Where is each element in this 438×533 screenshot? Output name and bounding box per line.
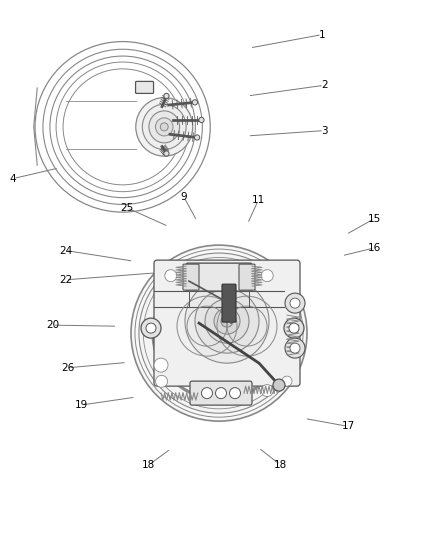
FancyBboxPatch shape	[183, 264, 199, 290]
Circle shape	[284, 318, 304, 338]
Text: 18: 18	[142, 460, 155, 470]
Text: 16: 16	[368, 243, 381, 253]
Circle shape	[214, 308, 240, 334]
Circle shape	[185, 279, 269, 363]
Ellipse shape	[230, 387, 240, 399]
Text: 25: 25	[120, 203, 134, 213]
Circle shape	[261, 270, 273, 281]
Ellipse shape	[142, 104, 186, 149]
Circle shape	[221, 315, 233, 327]
Circle shape	[165, 270, 177, 281]
Circle shape	[273, 379, 285, 391]
Circle shape	[139, 253, 299, 413]
Text: 22: 22	[59, 275, 72, 285]
Ellipse shape	[136, 98, 193, 156]
FancyBboxPatch shape	[239, 264, 255, 290]
Text: 2: 2	[321, 80, 328, 90]
Text: 1: 1	[318, 30, 325, 39]
Circle shape	[192, 100, 198, 105]
Text: 18: 18	[274, 460, 287, 470]
Circle shape	[195, 289, 259, 353]
FancyBboxPatch shape	[186, 263, 252, 291]
Circle shape	[285, 293, 305, 313]
Circle shape	[290, 298, 300, 308]
Ellipse shape	[155, 118, 173, 136]
Text: 9: 9	[180, 192, 187, 202]
FancyBboxPatch shape	[135, 82, 154, 93]
Circle shape	[154, 358, 168, 372]
Circle shape	[194, 135, 200, 140]
Circle shape	[205, 299, 249, 343]
Circle shape	[164, 93, 169, 99]
Text: 20: 20	[46, 320, 59, 330]
Circle shape	[199, 117, 204, 123]
Text: 19: 19	[74, 400, 88, 410]
Circle shape	[289, 323, 299, 333]
Text: 15: 15	[368, 214, 381, 223]
FancyBboxPatch shape	[154, 260, 300, 386]
Ellipse shape	[201, 387, 212, 399]
Circle shape	[285, 338, 305, 358]
Circle shape	[290, 343, 300, 353]
Text: 3: 3	[321, 126, 328, 135]
Ellipse shape	[215, 387, 226, 399]
Text: 24: 24	[59, 246, 72, 255]
Text: 17: 17	[342, 422, 355, 431]
Circle shape	[141, 318, 161, 338]
Ellipse shape	[149, 111, 180, 143]
Circle shape	[261, 385, 273, 397]
Text: 11: 11	[252, 195, 265, 205]
FancyBboxPatch shape	[190, 381, 252, 405]
Text: 4: 4	[10, 174, 17, 183]
Circle shape	[164, 151, 169, 156]
FancyBboxPatch shape	[222, 284, 236, 322]
Circle shape	[131, 245, 307, 421]
Text: 26: 26	[61, 363, 74, 373]
Circle shape	[155, 375, 168, 387]
Circle shape	[282, 376, 292, 386]
Circle shape	[146, 323, 156, 333]
Ellipse shape	[160, 123, 168, 131]
